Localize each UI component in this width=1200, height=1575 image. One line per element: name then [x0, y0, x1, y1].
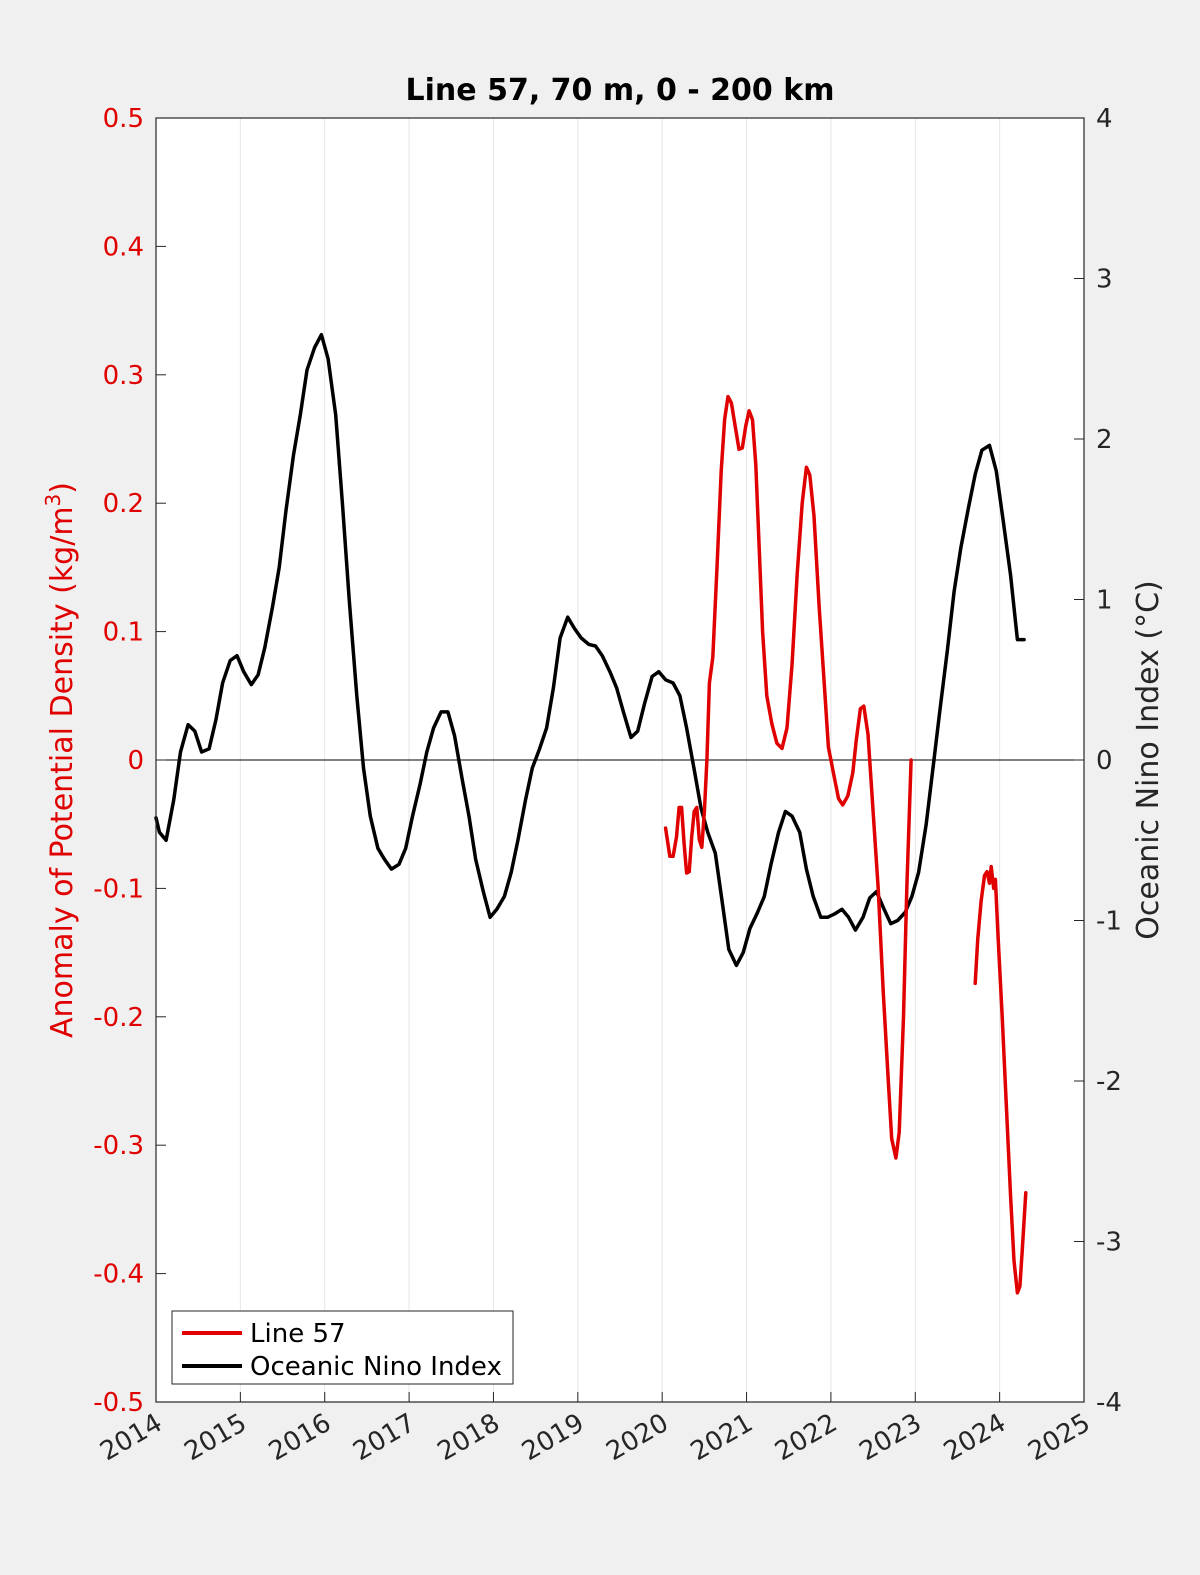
left-tick-label: 0.5 [103, 104, 144, 134]
right-tick-label: 3 [1096, 265, 1113, 295]
right-tick-label: 4 [1096, 104, 1113, 134]
right-tick-label: -4 [1096, 1388, 1122, 1418]
legend-box [171, 1310, 514, 1385]
left-tick-label: -0.4 [93, 1260, 144, 1290]
right-tick-label: -3 [1096, 1228, 1122, 1258]
left-tick-label: 0.3 [103, 361, 144, 391]
left-tick-label: -0.1 [93, 874, 144, 904]
chart-title: Line 57, 70 m, 0 - 200 km [406, 73, 835, 108]
left-tick-label: 0.2 [103, 489, 144, 519]
right-axis: 4 3 2 1 0 -1 -2 -3 -4 [1074, 104, 1122, 1418]
line57-series [663, 394, 1028, 1295]
line57-line-segment-2 [973, 864, 1028, 1295]
left-tick-label: 0 [127, 746, 144, 776]
right-tick-label: 2 [1096, 425, 1113, 455]
right-tick-label: 1 [1096, 586, 1113, 616]
left-tick-label: 0.1 [103, 618, 144, 648]
line57-line-segment-1 [663, 394, 913, 1160]
left-tick-label: -0.5 [93, 1388, 144, 1418]
left-tick-label: -0.3 [93, 1131, 144, 1161]
left-axis-label: Anomaly of Potential Density (kg/m3) [41, 482, 80, 1038]
legend-label-line57: Line 57 [250, 1319, 346, 1349]
left-tick-label: 0.4 [103, 232, 144, 262]
right-tick-label: -1 [1096, 907, 1122, 937]
left-tick-label: -0.2 [93, 1003, 144, 1033]
legend: Line 57 Oceanic Nino Index [171, 1310, 514, 1385]
right-tick-label: 0 [1096, 746, 1113, 776]
right-axis-label: Oceanic Nino Index (°C) [1131, 580, 1166, 940]
legend-label-oni: Oceanic Nino Index [250, 1352, 502, 1382]
left-axis: 0.5 0.4 0.3 0.2 0.1 0 -0.1 -0.2 -0.3 -0.4 -0.5 [93, 104, 166, 1418]
right-tick-label: -2 [1096, 1067, 1122, 1097]
